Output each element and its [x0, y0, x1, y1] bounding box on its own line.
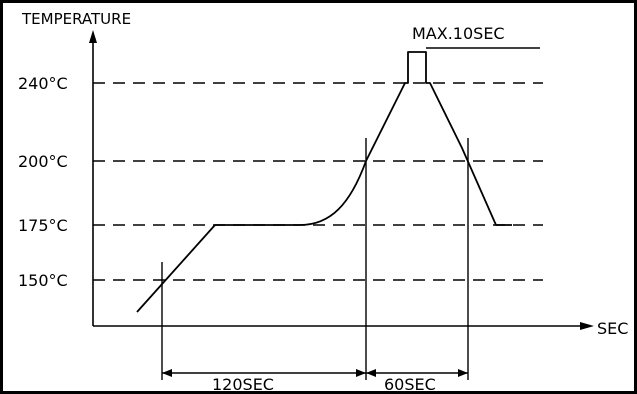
x-axis-label: SEC	[597, 319, 628, 338]
dimension-lines	[161, 138, 469, 380]
y-tick-175: 175°C	[18, 216, 68, 235]
preheat-span-label: 120SEC	[212, 375, 274, 394]
y-axis-title: TEMPERATURE	[21, 10, 131, 28]
dim-arrow-left-icon	[162, 369, 172, 377]
dim-arrow-right-icon	[458, 369, 468, 377]
dim-arrow-mid-right-icon	[366, 369, 376, 377]
dim-arrow-mid-left-icon	[356, 369, 366, 377]
dimension-arrows	[162, 369, 468, 377]
x-axis-arrow-icon	[580, 322, 594, 330]
y-tick-150: 150°C	[18, 271, 68, 290]
axes	[92, 40, 590, 327]
temperature-profile-curve	[136, 51, 512, 313]
y-tick-200: 200°C	[18, 152, 68, 171]
reflow-span-label: 60SEC	[384, 375, 436, 394]
peak-time-label: MAX.10SEC	[412, 24, 505, 43]
reference-lines	[93, 82, 543, 281]
y-tick-240: 240°C	[18, 74, 68, 93]
y-axis-arrow-icon	[89, 30, 97, 43]
